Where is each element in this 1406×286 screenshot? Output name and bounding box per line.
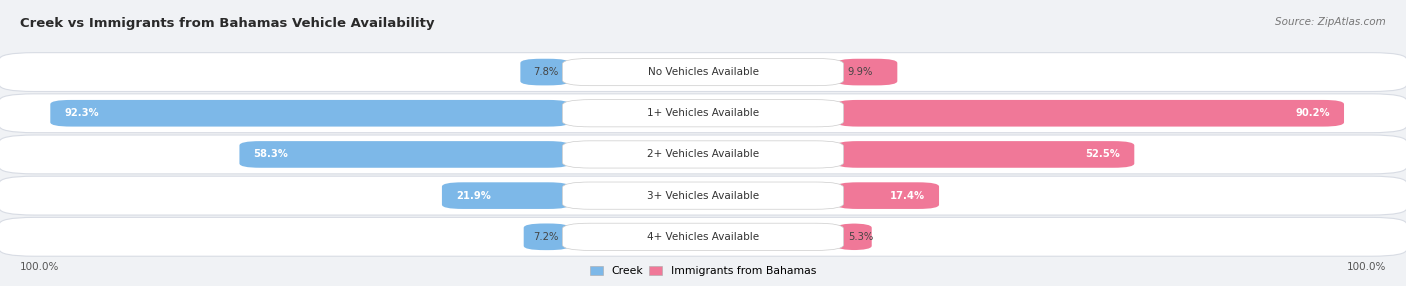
Text: Creek vs Immigrants from Bahamas Vehicle Availability: Creek vs Immigrants from Bahamas Vehicle… [20, 17, 434, 30]
FancyBboxPatch shape [837, 100, 1344, 127]
Text: 100.0%: 100.0% [20, 262, 59, 272]
Text: 17.4%: 17.4% [890, 191, 925, 200]
FancyBboxPatch shape [562, 223, 844, 251]
Text: 90.2%: 90.2% [1295, 108, 1330, 118]
Text: 2+ Vehicles Available: 2+ Vehicles Available [647, 150, 759, 159]
FancyBboxPatch shape [837, 182, 939, 209]
FancyBboxPatch shape [837, 59, 897, 86]
Text: 21.9%: 21.9% [456, 191, 491, 200]
FancyBboxPatch shape [239, 141, 569, 168]
FancyBboxPatch shape [562, 100, 844, 127]
Text: Source: ZipAtlas.com: Source: ZipAtlas.com [1275, 17, 1386, 27]
Text: No Vehicles Available: No Vehicles Available [648, 67, 758, 77]
Text: 1+ Vehicles Available: 1+ Vehicles Available [647, 108, 759, 118]
Text: 92.3%: 92.3% [65, 108, 98, 118]
FancyBboxPatch shape [441, 182, 569, 209]
FancyBboxPatch shape [837, 223, 872, 250]
FancyBboxPatch shape [523, 223, 569, 250]
FancyBboxPatch shape [562, 58, 844, 86]
FancyBboxPatch shape [562, 182, 844, 209]
Text: 58.3%: 58.3% [253, 150, 288, 159]
Text: 9.9%: 9.9% [848, 67, 873, 77]
FancyBboxPatch shape [520, 59, 569, 86]
FancyBboxPatch shape [0, 176, 1406, 215]
FancyBboxPatch shape [0, 53, 1406, 92]
Text: 7.8%: 7.8% [533, 67, 558, 77]
Text: 100.0%: 100.0% [1347, 262, 1386, 272]
Text: 3+ Vehicles Available: 3+ Vehicles Available [647, 191, 759, 200]
FancyBboxPatch shape [837, 141, 1135, 168]
FancyBboxPatch shape [0, 94, 1406, 133]
FancyBboxPatch shape [51, 100, 569, 127]
Text: 5.3%: 5.3% [848, 232, 873, 242]
FancyBboxPatch shape [562, 141, 844, 168]
FancyBboxPatch shape [0, 135, 1406, 174]
Text: 52.5%: 52.5% [1085, 150, 1121, 159]
Text: 7.2%: 7.2% [533, 232, 558, 242]
Legend: Creek, Immigrants from Bahamas: Creek, Immigrants from Bahamas [585, 262, 821, 281]
Text: 4+ Vehicles Available: 4+ Vehicles Available [647, 232, 759, 242]
FancyBboxPatch shape [0, 217, 1406, 256]
